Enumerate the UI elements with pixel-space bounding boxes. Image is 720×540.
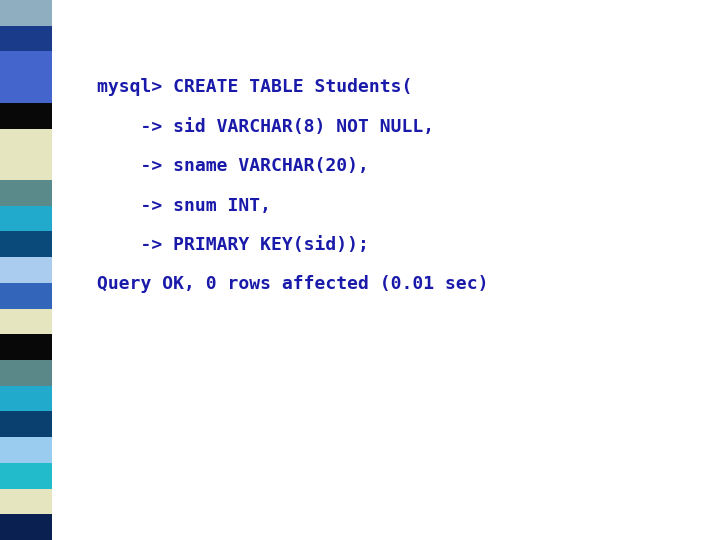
- Bar: [0, 232, 52, 257]
- Bar: [0, 334, 52, 360]
- Bar: [0, 308, 52, 334]
- Text: mysql> CREATE TABLE Students(: mysql> CREATE TABLE Students(: [97, 78, 413, 96]
- Bar: [0, 154, 52, 180]
- Bar: [0, 386, 52, 411]
- Bar: [0, 51, 52, 77]
- Text: -> snum INT,: -> snum INT,: [97, 197, 271, 214]
- Bar: [0, 463, 52, 489]
- Text: -> sname VARCHAR(20),: -> sname VARCHAR(20),: [97, 157, 369, 175]
- Bar: [0, 489, 52, 514]
- Bar: [0, 283, 52, 308]
- Bar: [0, 0, 52, 26]
- Bar: [0, 103, 52, 129]
- Bar: [0, 360, 52, 386]
- Bar: [0, 129, 52, 154]
- Text: -> sid VARCHAR(8) NOT NULL,: -> sid VARCHAR(8) NOT NULL,: [97, 118, 434, 136]
- Bar: [0, 26, 52, 51]
- Bar: [0, 206, 52, 232]
- Text: Query OK, 0 rows affected (0.01 sec): Query OK, 0 rows affected (0.01 sec): [97, 275, 489, 293]
- Bar: [0, 257, 52, 283]
- Text: -> PRIMARY KEY(sid));: -> PRIMARY KEY(sid));: [97, 236, 369, 254]
- Bar: [0, 77, 52, 103]
- Bar: [0, 437, 52, 463]
- Bar: [0, 411, 52, 437]
- Bar: [0, 180, 52, 206]
- Bar: [0, 514, 52, 540]
